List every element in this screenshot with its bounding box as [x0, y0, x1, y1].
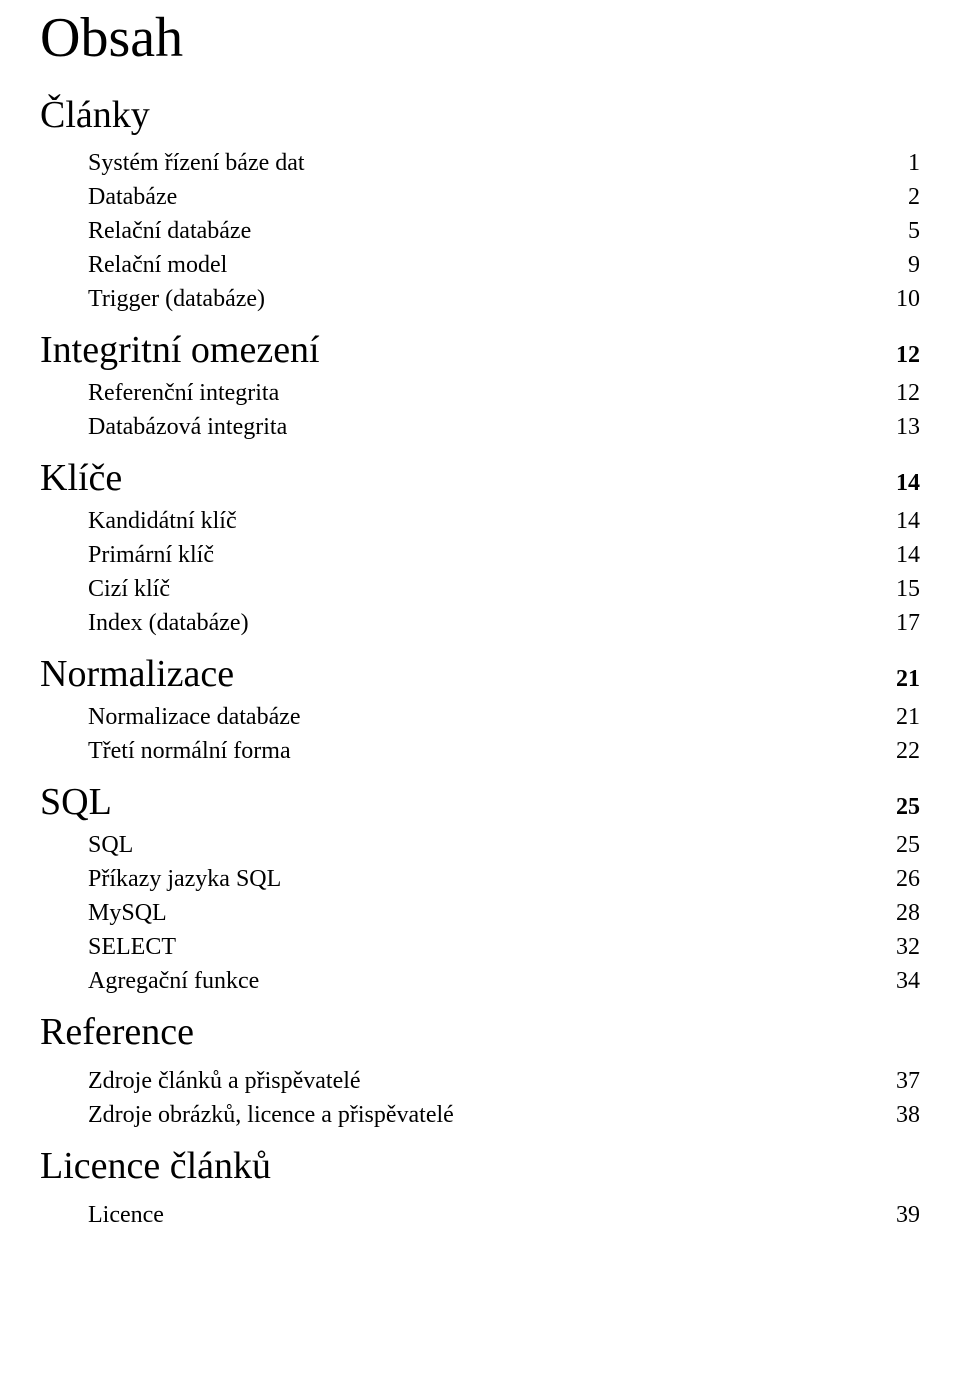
toc-entry-row: Zdroje obrázků, licence a přispěvatelé 38 — [40, 1103, 920, 1127]
section-heading: Normalizace — [40, 655, 234, 693]
table-of-contents: Články Systém řízení báze dat 1 Databáze 2 Re… — [40, 94, 920, 1227]
toc-entry-page: 17 — [896, 611, 920, 635]
toc-entry-label: Zdroje článků a přispěvatelé — [40, 1069, 361, 1093]
section-page-number: 12 — [896, 343, 920, 367]
section-page-number: 21 — [896, 667, 920, 691]
section-page-number: 25 — [896, 795, 920, 819]
toc-entry-page: 13 — [896, 415, 920, 439]
toc-entry-page: 22 — [896, 739, 920, 763]
toc-entry-row: SQL 25 — [40, 833, 920, 857]
toc-entry-label: Referenční integrita — [40, 381, 279, 405]
toc-entry-label: Databázová integrita — [40, 415, 287, 439]
toc-entry-row: Index (databáze) 17 — [40, 611, 920, 635]
toc-entry-row: MySQL 28 — [40, 901, 920, 925]
toc-entry-page: 25 — [896, 833, 920, 857]
toc-entry-label: Index (databáze) — [40, 611, 249, 635]
toc-entry-label: MySQL — [40, 901, 167, 925]
toc-entry-label: Kandidátní klíč — [40, 509, 237, 533]
toc-entry-row: Kandidátní klíč 14 — [40, 509, 920, 533]
toc-entry-label: Systém řízení báze dat — [40, 151, 305, 175]
toc-entry-row: Databázová integrita 13 — [40, 415, 920, 439]
toc-entry-row: Zdroje článků a přispěvatelé 37 — [40, 1069, 920, 1093]
toc-entry-row: Příkazy jazyka SQL 26 — [40, 867, 920, 891]
toc-entry-row: Relační model 9 — [40, 253, 920, 277]
toc-entry-label: SELECT — [40, 935, 176, 959]
section-heading: SQL — [40, 783, 112, 821]
toc-entry-label: Relační model — [40, 253, 227, 277]
toc-entry-row: Relační databáze 5 — [40, 219, 920, 243]
section-heading: Klíče — [40, 459, 122, 497]
toc-entry-row: Normalizace databáze 21 — [40, 705, 920, 729]
toc-entry-page: 1 — [908, 151, 920, 175]
toc-entry-label: Agregační funkce — [40, 969, 259, 993]
section-heading-row: Klíče 14 — [40, 459, 920, 497]
section-heading: Články — [40, 94, 920, 138]
toc-entry-page: 37 — [896, 1069, 920, 1093]
toc-entry-row: Cizí klíč 15 — [40, 577, 920, 601]
toc-entry-label: Zdroje obrázků, licence a přispěvatelé — [40, 1103, 454, 1127]
toc-entry-page: 15 — [896, 577, 920, 601]
toc-entry-row: Referenční integrita 12 — [40, 381, 920, 405]
toc-entry-label: Cizí klíč — [40, 577, 170, 601]
section-heading-row: Normalizace 21 — [40, 655, 920, 693]
toc-entry-page: 21 — [896, 705, 920, 729]
toc-entry-label: Relační databáze — [40, 219, 251, 243]
toc-entry-row: Licence 39 — [40, 1203, 920, 1227]
toc-entry-label: Třetí normální forma — [40, 739, 291, 763]
toc-entry-page: 10 — [896, 287, 920, 311]
toc-entry-page: 12 — [896, 381, 920, 405]
toc-entry-row: Databáze 2 — [40, 185, 920, 209]
toc-entry-label: SQL — [40, 833, 133, 857]
toc-entry-label: Příkazy jazyka SQL — [40, 867, 281, 891]
toc-entry-label: Trigger (databáze) — [40, 287, 265, 311]
toc-entry-page: 14 — [896, 543, 920, 567]
section-page-number: 14 — [896, 471, 920, 495]
toc-entry-page: 9 — [908, 253, 920, 277]
toc-entry-page: 34 — [896, 969, 920, 993]
toc-entry-page: 39 — [896, 1203, 920, 1227]
toc-entry-page: 28 — [896, 901, 920, 925]
toc-entry-row: Třetí normální forma 22 — [40, 739, 920, 763]
toc-entry-label: Licence — [40, 1203, 164, 1227]
toc-entry-row: SELECT 32 — [40, 935, 920, 959]
toc-entry-page: 38 — [896, 1103, 920, 1127]
section-heading-row: SQL 25 — [40, 783, 920, 821]
toc-entry-label: Normalizace databáze — [40, 705, 301, 729]
toc-entry-label: Primární klíč — [40, 543, 214, 567]
toc-entry-page: 26 — [896, 867, 920, 891]
toc-entry-page: 5 — [908, 219, 920, 243]
toc-entry-page: 14 — [896, 509, 920, 533]
toc-entry-row: Primární klíč 14 — [40, 543, 920, 567]
section-heading: Reference — [40, 1011, 920, 1055]
toc-entry-row: Agregační funkce 34 — [40, 969, 920, 993]
section-heading: Licence článků — [40, 1145, 920, 1189]
page-title: Obsah — [40, 8, 920, 70]
toc-entry-page: 32 — [896, 935, 920, 959]
toc-entry-label: Databáze — [40, 185, 177, 209]
toc-entry-page: 2 — [908, 185, 920, 209]
section-heading-row: Integritní omezení 12 — [40, 331, 920, 369]
toc-entry-row: Trigger (databáze) 10 — [40, 287, 920, 311]
toc-entry-row: Systém řízení báze dat 1 — [40, 151, 920, 175]
section-heading: Integritní omezení — [40, 331, 320, 369]
